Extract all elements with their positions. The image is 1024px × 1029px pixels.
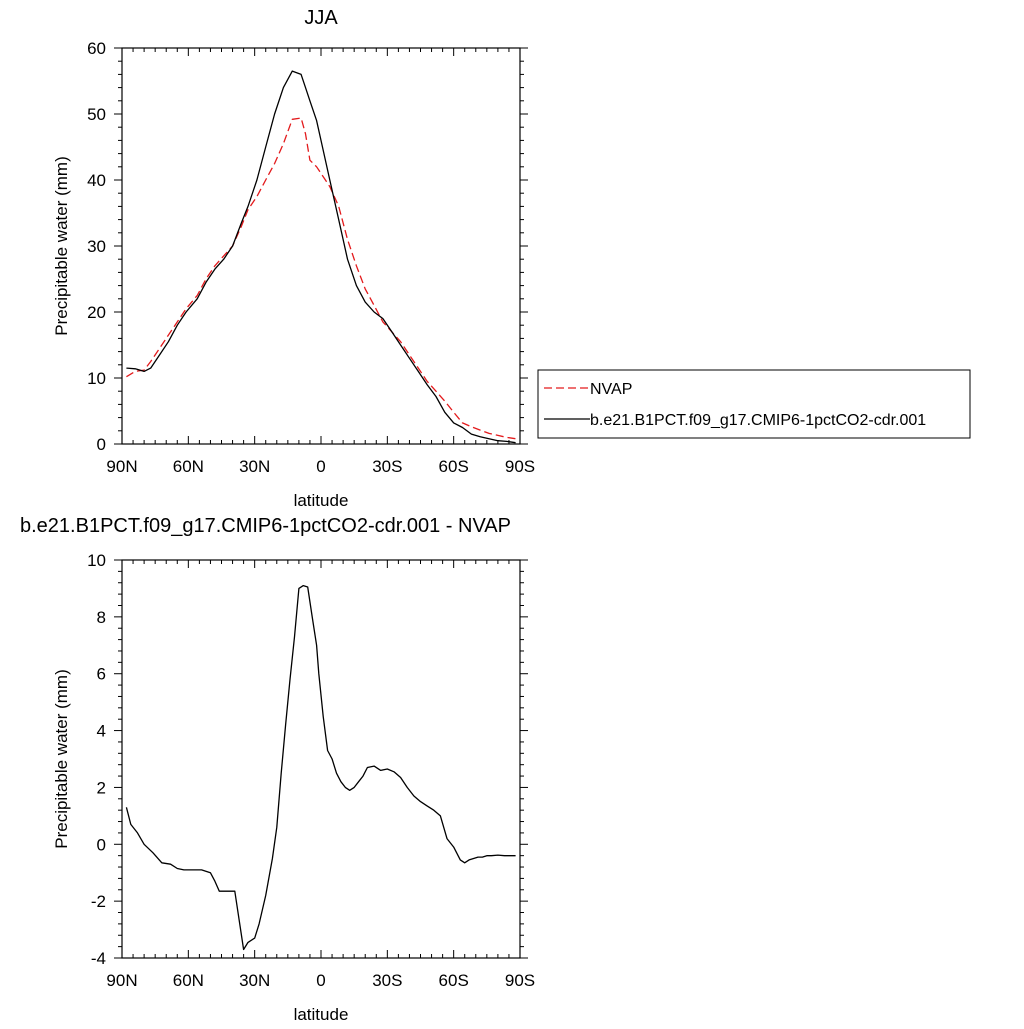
x-tick-label: 90S <box>505 971 535 990</box>
y-tick-label: 10 <box>87 369 106 388</box>
x-tick-label: 60N <box>173 971 204 990</box>
legend-box <box>537 369 971 439</box>
x-tick-label: 30S <box>372 971 402 990</box>
y-tick-label: 6 <box>97 665 106 684</box>
chart-title: b.e21.B1PCT.f09_g17.CMIP6-1pctCO2-cdr.00… <box>20 515 511 537</box>
y-tick-label: 60 <box>87 39 106 58</box>
y-axis-label: Precipitable water (mm) <box>52 156 71 336</box>
y-tick-label: 30 <box>87 237 106 256</box>
x-tick-label: 90S <box>505 457 535 476</box>
y-tick-label: 0 <box>97 835 106 854</box>
y-tick-label: 4 <box>97 722 106 741</box>
legend: NVAP b.e21.B1PCT.f09_g17.CMIP6-1pctCO2-cd… <box>537 369 971 439</box>
series-line-1 <box>126 117 516 440</box>
x-axis-label: latitude <box>294 1005 349 1024</box>
y-tick-label: 2 <box>97 778 106 797</box>
chart-title: JJA <box>304 7 338 29</box>
x-tick-label: 90N <box>106 457 137 476</box>
chart-panel-2: b.e21.B1PCT.f09_g17.CMIP6-1pctCO2-cdr.00… <box>20 515 535 1024</box>
y-tick-label: 10 <box>87 551 106 570</box>
x-tick-label: 0 <box>316 971 325 990</box>
x-tick-label: 30N <box>239 457 270 476</box>
x-tick-label: 0 <box>316 457 325 476</box>
y-tick-label: 40 <box>87 171 106 190</box>
legend-label-1: NVAP <box>590 381 632 398</box>
x-tick-label: 60N <box>173 457 204 476</box>
legend-label-2: b.e21.B1PCT.f09_g17.CMIP6-1pctCO2-cdr.00… <box>590 412 926 429</box>
plot-frame <box>121 559 521 959</box>
x-axis-label: latitude <box>294 491 349 510</box>
plot-frame <box>121 47 521 445</box>
y-tick-label: -4 <box>91 949 106 968</box>
y-tick-label: -2 <box>91 892 106 911</box>
x-tick-label: 30S <box>372 457 402 476</box>
y-tick-label: 20 <box>87 303 106 322</box>
chart-panel-1: JJA 90N 60N 30N 0 30S 60S 90S 0 10 20 30 40 50 60 latit… <box>52 7 971 510</box>
x-tick-label: 60S <box>439 971 469 990</box>
y-axis-label: Precipitable water (mm) <box>52 669 71 849</box>
y-tick-label: 0 <box>97 435 106 454</box>
x-tick-label: 90N <box>106 971 137 990</box>
x-tick-label: 60S <box>439 457 469 476</box>
y-tick-label: 50 <box>87 105 106 124</box>
series-line-2 <box>126 70 516 444</box>
x-tick-label: 30N <box>239 971 270 990</box>
y-tick-label: 8 <box>97 608 106 627</box>
series-line-1 <box>125 584 516 951</box>
